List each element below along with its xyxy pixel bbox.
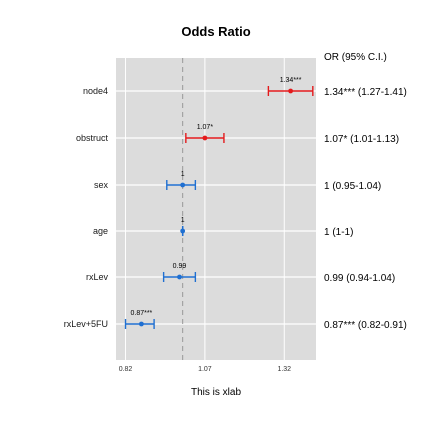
estimate-label: 1.34*** [280,77,302,84]
estimate-point [138,321,144,327]
row-2: 1 [166,171,197,190]
category-label: age [93,226,108,236]
row-0: 1.34*** [267,77,314,96]
row-3: 1 [180,217,186,236]
estimate-label: 1 [181,217,185,224]
chart-title: Odds Ratio [181,24,250,39]
estimate-point [288,88,294,94]
row-1: 1.07* [185,124,225,143]
estimate-point [180,228,186,234]
x-axis-ticks: 0.82 1.07 1.32 [119,366,291,373]
category-labels: node4 obstruct sex age rxLev rxLev+5FU [64,86,109,329]
or-text: 1.07* (1.01-1.13) [324,134,399,145]
or-header: OR (95% C.I.) [324,52,387,63]
x-tick-label: 1.07 [198,366,212,373]
category-label: rxLev+5FU [64,319,108,329]
estimate-point [180,182,186,188]
estimate-point [202,135,208,141]
or-text: 0.99 (0.94-1.04) [324,273,395,284]
or-text: 1.34*** (1.27-1.41) [324,87,407,98]
x-axis-label: This is xlab [191,387,241,398]
x-tick-label: 1.32 [277,366,291,373]
category-label: rxLev [86,272,109,282]
or-text: 1 (1-1) [324,227,353,238]
estimate-label: 0.99 [173,263,187,270]
or-texts: 1.34*** (1.27-1.41) 1.07* (1.01-1.13) 1 (0… [324,87,407,331]
estimate-marks: 1.34*** 1.07* 1 1 0.99 0.87*** [124,77,314,329]
row-5: 0.87*** [124,310,155,329]
estimate-label: 0.87*** [130,310,152,317]
plot-panel [116,58,316,360]
category-label: obstruct [76,133,109,143]
estimate-label: 1 [181,171,185,178]
estimate-label: 1.07* [197,124,214,131]
row-4: 0.99 [162,263,197,282]
x-tick-label: 0.82 [119,366,133,373]
or-text: 1 (0.95-1.04) [324,181,381,192]
category-label: node4 [83,86,108,96]
or-text: 0.87*** (0.82-0.91) [324,320,407,331]
estimate-point [177,274,182,280]
category-label: sex [94,180,109,190]
